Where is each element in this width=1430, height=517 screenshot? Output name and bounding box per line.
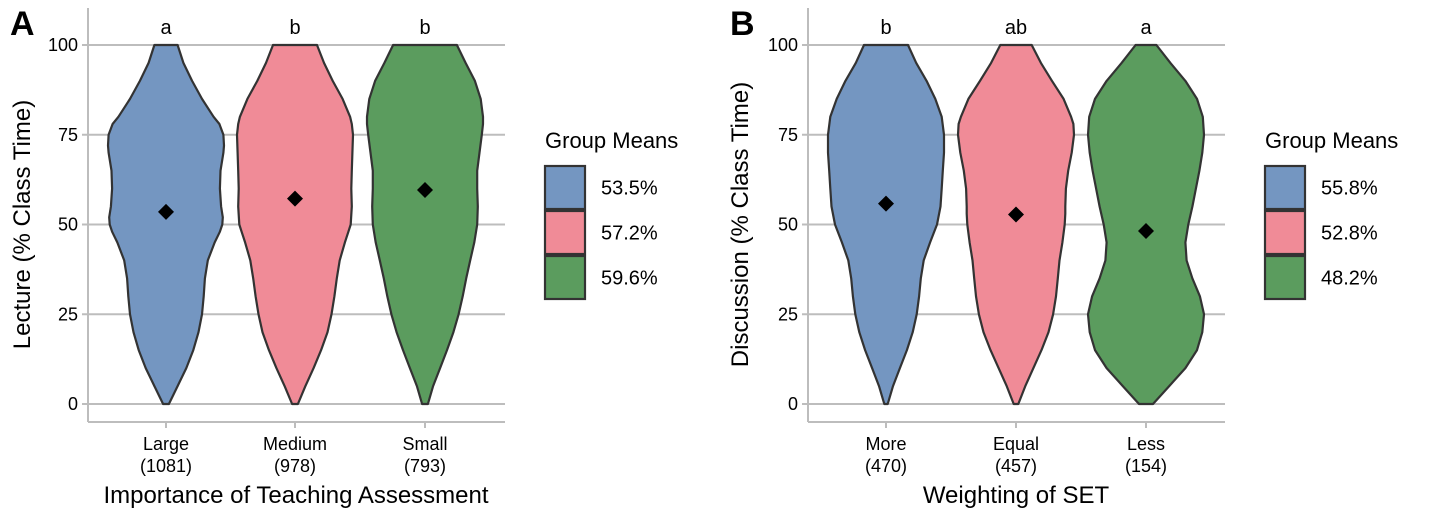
legend-swatch bbox=[1263, 164, 1307, 211]
x-tick-label: Equal bbox=[993, 434, 1039, 454]
violin-equal bbox=[956, 43, 1076, 406]
y-axis-title: Discussion (% Class Time) bbox=[727, 82, 754, 367]
y-tick-label: 50 bbox=[778, 215, 798, 235]
violin-large bbox=[106, 43, 226, 406]
panel-a: 0 25 50 75 100 a Large(1081) 53.5% b Medium(978) 5… bbox=[9, 5, 678, 509]
significance-letter: ab bbox=[1005, 17, 1027, 39]
x-tick-label: Large bbox=[143, 434, 189, 454]
legend-title: Group Means bbox=[1265, 128, 1398, 153]
y-axis-title: Lecture (% Class Time) bbox=[9, 100, 36, 349]
panel-letter: B bbox=[730, 5, 755, 43]
violin-small bbox=[365, 43, 485, 406]
x-tick-label: Small bbox=[402, 434, 447, 454]
y-tick-label: 0 bbox=[68, 394, 78, 414]
legend-label: 52.8% bbox=[1321, 223, 1378, 245]
x-tick-count: (154) bbox=[1125, 456, 1167, 476]
legend-swatch bbox=[543, 164, 587, 211]
legend-title: Group Means bbox=[545, 128, 678, 153]
mean-marker-equal bbox=[1008, 206, 1024, 223]
y-tick-label: 50 bbox=[58, 215, 78, 235]
significance-letter: b bbox=[880, 17, 891, 39]
x-axis-title: Weighting of SET bbox=[923, 482, 1110, 509]
violin-medium bbox=[235, 43, 355, 406]
mean-marker-more bbox=[878, 195, 894, 212]
legend-swatch bbox=[543, 209, 587, 256]
legend-label: 55.8% bbox=[1321, 178, 1378, 200]
panel-letter: A bbox=[10, 5, 35, 43]
legend-label: 48.2% bbox=[1321, 268, 1378, 290]
panel-b: 0 25 50 75 100 b More(470) 55.8% ab Equal(457) 52.… bbox=[727, 5, 1398, 509]
x-tick-label: More bbox=[865, 434, 906, 454]
mean-marker-small bbox=[417, 182, 433, 199]
y-tick-label: 75 bbox=[58, 125, 78, 145]
violin-more bbox=[826, 43, 946, 406]
y-tick-label: 100 bbox=[768, 35, 798, 55]
x-tick-count: (978) bbox=[274, 456, 316, 476]
mean-marker-medium bbox=[287, 190, 303, 207]
legend-label: 57.2% bbox=[601, 223, 658, 245]
y-tick-label: 75 bbox=[778, 125, 798, 145]
legend-swatch bbox=[1263, 254, 1307, 301]
significance-letter: a bbox=[1140, 17, 1152, 39]
x-tick-count: (470) bbox=[865, 456, 907, 476]
y-tick-label: 100 bbox=[48, 35, 78, 55]
x-tick-count: (1081) bbox=[140, 456, 192, 476]
mean-marker-less bbox=[1138, 222, 1154, 239]
x-tick-count: (793) bbox=[404, 456, 446, 476]
y-tick-label: 0 bbox=[788, 394, 798, 414]
legend-swatch bbox=[543, 254, 587, 301]
x-tick-label: Medium bbox=[263, 434, 327, 454]
legend-label: 59.6% bbox=[601, 268, 658, 290]
legend-swatch bbox=[1263, 209, 1307, 256]
significance-letter: a bbox=[160, 17, 172, 39]
x-tick-count: (457) bbox=[995, 456, 1037, 476]
significance-letter: b bbox=[419, 17, 430, 39]
y-tick-label: 25 bbox=[778, 304, 798, 324]
x-tick-label: Less bbox=[1127, 434, 1165, 454]
legend-label: 53.5% bbox=[601, 178, 658, 200]
y-tick-label: 25 bbox=[58, 304, 78, 324]
mean-marker-large bbox=[158, 203, 174, 220]
significance-letter: b bbox=[289, 17, 300, 39]
x-axis-title: Importance of Teaching Assessment bbox=[103, 482, 488, 509]
